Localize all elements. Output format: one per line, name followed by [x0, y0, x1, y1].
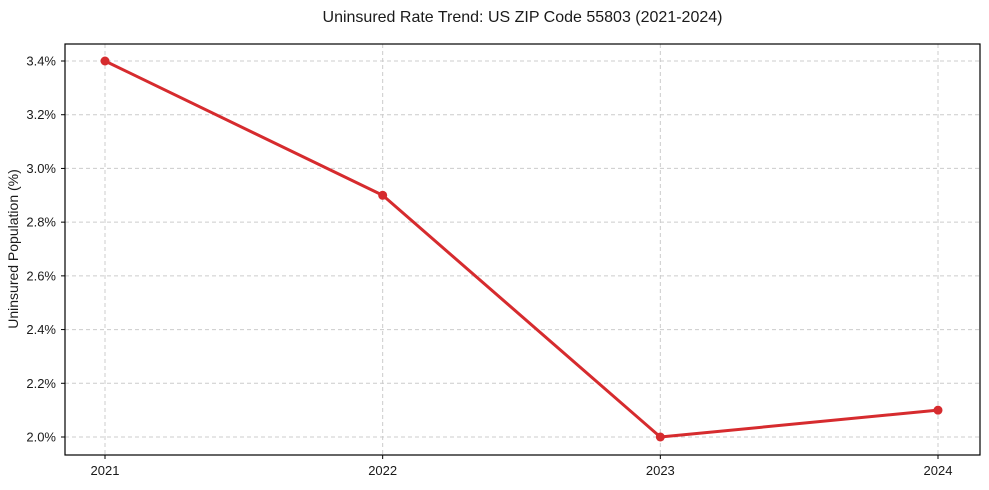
y-tick-label: 3.0%	[26, 161, 56, 176]
y-tick-label: 2.2%	[26, 376, 56, 391]
x-tick-label: 2021	[91, 463, 120, 478]
y-tick-label: 2.8%	[26, 215, 56, 230]
y-tick-label: 2.6%	[26, 268, 56, 283]
y-tick-label: 2.0%	[26, 430, 56, 445]
data-point	[655, 432, 665, 442]
chart-title: Uninsured Rate Trend: US ZIP Code 55803 …	[323, 9, 723, 26]
y-tick-label: 3.4%	[26, 54, 56, 69]
y-axis-label: Uninsured Population (%)	[5, 169, 21, 329]
data-point	[933, 405, 943, 415]
trend-line	[103, 59, 940, 439]
x-tick-label: 2024	[924, 463, 953, 478]
y-tick-label: 2.4%	[26, 322, 56, 337]
plot-border	[64, 43, 981, 456]
data-point	[100, 56, 110, 66]
x-tick-label: 2023	[646, 463, 675, 478]
x-tick-label: 2022	[368, 463, 397, 478]
data-point	[378, 190, 388, 200]
y-tick-label: 3.2%	[26, 107, 56, 122]
plot-area: 2.0% 2.2% 2.4% 2.6% 2.8% 3.0% 3.2% 3.4% 2021 2022…	[26, 43, 981, 478]
